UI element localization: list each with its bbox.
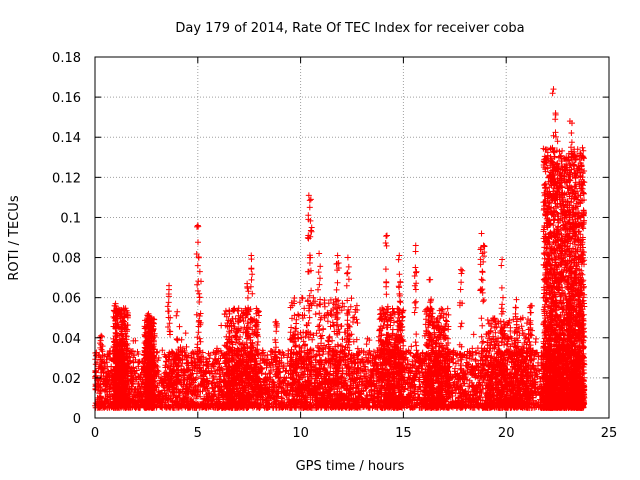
x-axis-label: GPS time / hours: [296, 459, 405, 474]
data-point: [550, 86, 557, 93]
data-point: [427, 276, 434, 283]
plot-frame: [94, 56, 610, 419]
data-point: [571, 154, 578, 161]
x-tick-label: 5: [194, 426, 202, 441]
y-tick-label: 0.04: [52, 332, 81, 347]
data-point: [513, 296, 520, 303]
data-point: [396, 252, 403, 259]
data-point: [383, 232, 390, 239]
x-tick-label: 15: [395, 426, 412, 441]
data-point: [568, 120, 575, 127]
data-point: [174, 308, 181, 315]
y-tick-label: 0.18: [52, 51, 81, 66]
data-point: [527, 302, 534, 309]
data-point: [305, 192, 312, 199]
data-point: [112, 300, 119, 307]
y-tick-label: 0.1: [60, 211, 81, 226]
data-point: [248, 252, 255, 259]
x-tick-label: 10: [292, 426, 309, 441]
data-point: [554, 138, 561, 145]
data-point: [478, 230, 485, 237]
tick-labels: 0 5 10 15 20 25 0 0.02 0.04 0.06 0.08 0.1 0.12 0.14 0.…: [52, 51, 617, 441]
y-tick-label: 0.14: [52, 131, 81, 146]
data-point: [548, 158, 555, 165]
data-point: [196, 268, 203, 275]
data-point: [499, 256, 506, 263]
x-tick-label: 25: [601, 426, 618, 441]
data-point: [244, 280, 251, 287]
y-tick-label: 0.06: [52, 292, 81, 307]
data-point: [564, 198, 571, 205]
y-tick-label: 0.12: [52, 171, 81, 186]
data-point: [166, 282, 173, 289]
axis-ticks: [94, 56, 610, 419]
data-point: [307, 196, 314, 203]
data-point: [272, 318, 279, 325]
data-points: [92, 86, 588, 411]
x-tick-label: 0: [91, 426, 99, 441]
data-point: [457, 266, 464, 273]
y-tick-label: 0.08: [52, 252, 81, 267]
y-tick-label: 0: [73, 412, 81, 427]
y-tick-label: 0.16: [52, 91, 81, 106]
data-point: [480, 242, 487, 249]
y-tick-label: 0.02: [52, 372, 81, 387]
data-point: [316, 250, 323, 257]
x-tick-label: 20: [498, 426, 515, 441]
data-point: [552, 110, 559, 117]
y-axis-label: ROTI / TECUs: [7, 195, 22, 280]
data-point: [344, 254, 351, 261]
data-point: [98, 332, 105, 339]
data-point: [118, 310, 125, 317]
plot-border: [94, 56, 610, 419]
data-point: [194, 222, 201, 229]
data-point: [145, 310, 152, 317]
roti-scatter-cloud: [92, 90, 588, 411]
data-point: [412, 242, 419, 249]
data-point: [542, 184, 549, 191]
chart-title: Day 179 of 2014, Rate Of TEC Index for r…: [175, 21, 524, 36]
data-point: [334, 252, 341, 259]
